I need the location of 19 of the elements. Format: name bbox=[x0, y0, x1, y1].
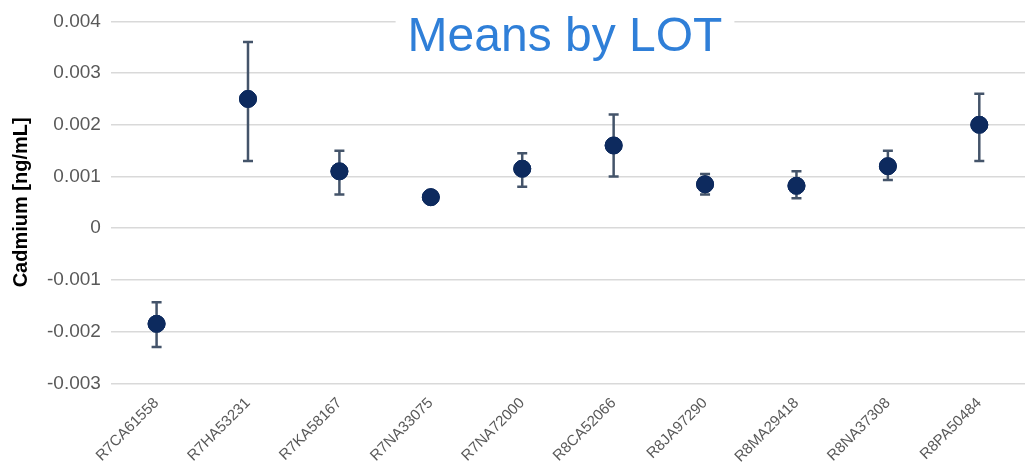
point bbox=[878, 157, 897, 176]
y-tick-label: -0.001 bbox=[47, 268, 101, 290]
point bbox=[604, 136, 623, 155]
y-tick-label: -0.003 bbox=[47, 371, 101, 393]
y-tick-label: -0.002 bbox=[47, 319, 101, 341]
y-tick-label: 0.004 bbox=[53, 9, 102, 31]
point bbox=[421, 188, 440, 207]
point bbox=[147, 314, 166, 333]
y-tick-label: 0 bbox=[90, 216, 101, 238]
point bbox=[330, 162, 349, 181]
y-axis-title: Cadmium [ng/mL] bbox=[8, 117, 31, 288]
point bbox=[513, 159, 532, 178]
y-tick-label: 0.002 bbox=[53, 113, 101, 135]
point bbox=[787, 176, 806, 195]
y-tick-label: 0.001 bbox=[53, 164, 101, 186]
point bbox=[970, 115, 989, 134]
point bbox=[238, 89, 257, 108]
y-tick-label: 0.003 bbox=[53, 61, 101, 83]
chart-title: Means by LOT bbox=[407, 8, 723, 62]
